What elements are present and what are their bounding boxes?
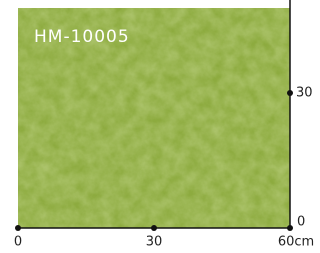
x-scale-label: 60cm bbox=[278, 235, 314, 250]
y-scale-label: 0 bbox=[297, 215, 305, 230]
x-scale-label: 0 bbox=[14, 235, 22, 250]
scale-dot bbox=[287, 225, 293, 231]
y-scale-label: 30 bbox=[296, 86, 313, 101]
scale-dot bbox=[287, 90, 293, 96]
swatch-view: HM-10005 0 30 60cm 30 0 bbox=[0, 0, 314, 253]
scale-dot bbox=[15, 225, 21, 231]
x-scale-label: 30 bbox=[146, 235, 163, 250]
page: HM-10005 0 30 60cm 30 0 (() => { const d… bbox=[0, 0, 314, 253]
swatch-title: HM-10005 bbox=[34, 27, 130, 47]
scale-dot bbox=[151, 225, 157, 231]
